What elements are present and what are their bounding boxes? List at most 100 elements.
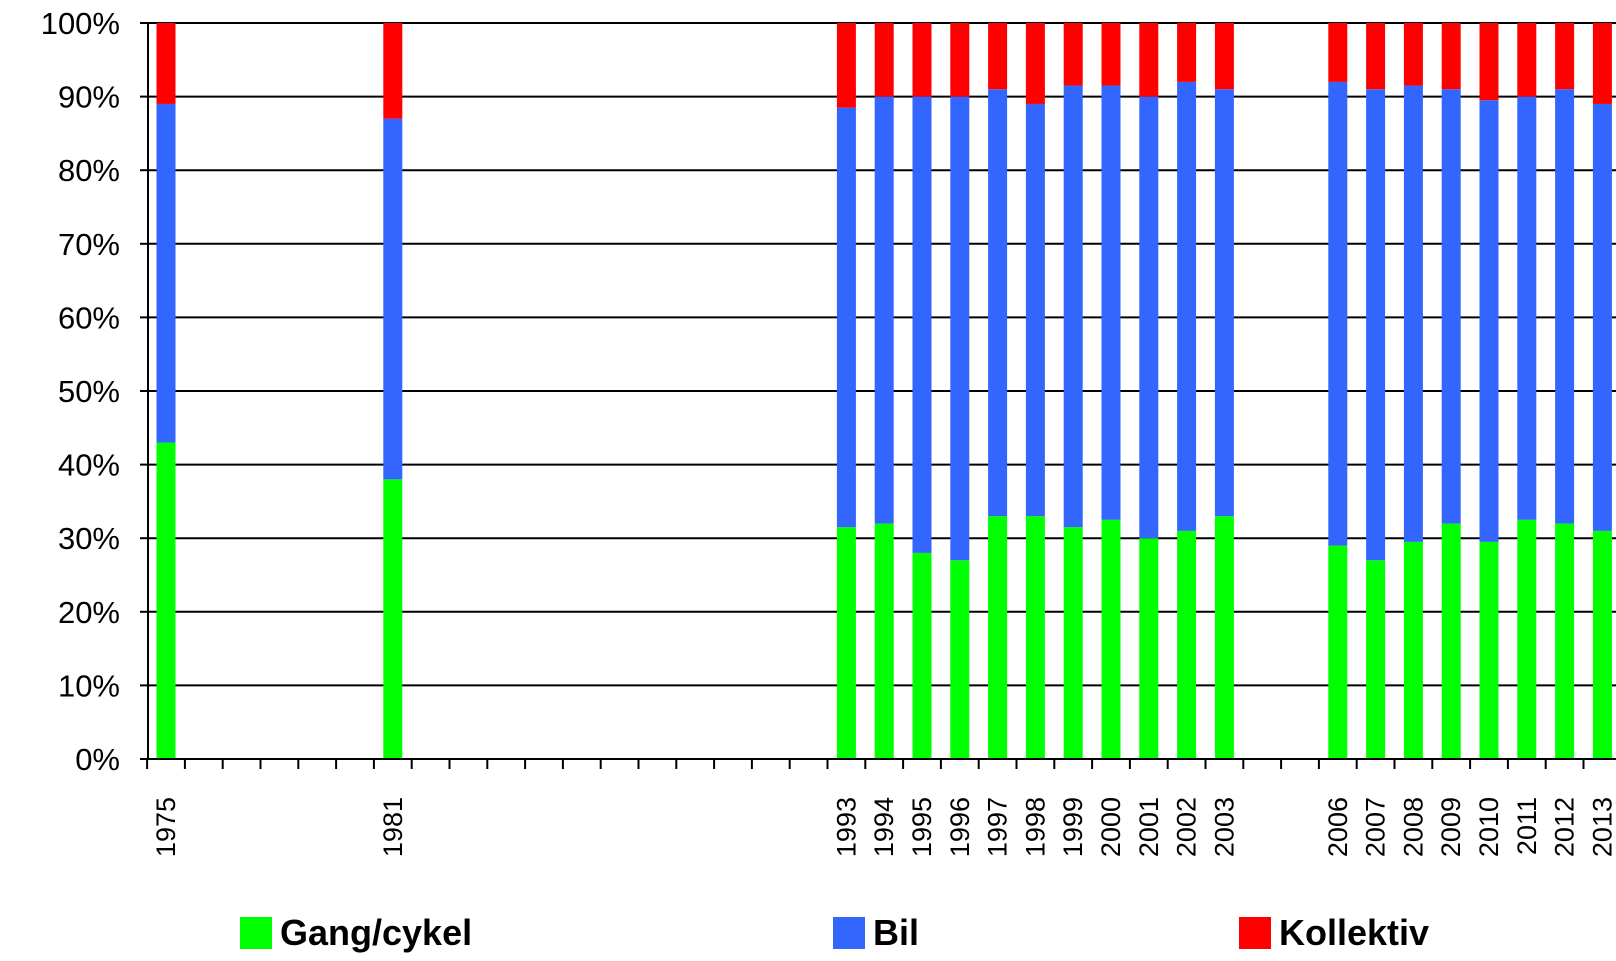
- x-tick-label: 1995: [907, 797, 937, 857]
- bar-segment: [1025, 516, 1045, 759]
- bar-segment: [912, 23, 932, 97]
- y-tick-label: 0%: [75, 742, 120, 777]
- x-tick-label: 2007: [1361, 797, 1391, 857]
- bar-segment: [1328, 23, 1348, 82]
- legend-swatch-gang-cykel: [240, 917, 272, 949]
- bar-segment: [1177, 81, 1197, 531]
- bar-segment: [1555, 23, 1575, 90]
- bar-segment: [1403, 85, 1423, 542]
- legend-swatch-kollektiv: [1239, 917, 1271, 949]
- bar-segment: [1101, 85, 1121, 520]
- legend: Gang/cykel Bil Kollektiv: [0, 912, 1616, 961]
- legend-item-kollektiv: Kollektiv: [1239, 912, 1429, 954]
- bar-segment: [836, 107, 856, 528]
- x-tick-label: 1975: [151, 797, 181, 857]
- x-tick-labels: 1975 1981 1993 1994 1995 1996 1997 1998 1999 2000…: [151, 797, 1616, 857]
- bar-segment: [1139, 23, 1159, 97]
- bar-segment: [988, 516, 1008, 759]
- x-tick-label: 2002: [1172, 797, 1202, 857]
- x-tick-label: 2013: [1587, 797, 1616, 857]
- bar-segment: [1366, 23, 1386, 90]
- bar-segment: [1177, 23, 1197, 82]
- x-tick-label: 1993: [831, 797, 861, 857]
- bar-segment: [874, 523, 894, 759]
- y-tick-label: 30%: [58, 521, 120, 556]
- bar-segment: [1441, 23, 1461, 90]
- y-tick-label: 100%: [41, 6, 120, 41]
- bar-segment: [1555, 89, 1575, 524]
- bar-segment: [836, 527, 856, 759]
- x-tick-label: 2010: [1474, 797, 1504, 857]
- bar-segment: [383, 118, 403, 480]
- bar-segment: [1517, 23, 1537, 97]
- legend-label-bil: Bil: [873, 912, 920, 953]
- bar-segment: [1214, 516, 1234, 759]
- legend-item-bil: Bil: [833, 912, 919, 954]
- x-tick-label: 1996: [945, 797, 975, 857]
- x-tick-label: 1999: [1058, 797, 1088, 857]
- bar-segment: [874, 96, 894, 524]
- bar-segment: [912, 552, 932, 759]
- bar-segment: [874, 23, 894, 97]
- bar-segment: [156, 23, 176, 104]
- x-tick-label: 2003: [1209, 797, 1239, 857]
- x-tick-label: 2000: [1096, 797, 1126, 857]
- bar-segment: [1101, 519, 1121, 759]
- x-tick-label: 2012: [1550, 797, 1580, 857]
- bar-segment: [950, 560, 970, 759]
- x-tick-label: 2009: [1436, 797, 1466, 857]
- bar-segment: [950, 23, 970, 97]
- bar-segment: [383, 23, 403, 119]
- x-tick-label: 2008: [1398, 797, 1428, 857]
- x-tick-label: 1997: [983, 797, 1013, 857]
- y-tick-label: 50%: [58, 374, 120, 409]
- bar-segment: [156, 442, 176, 759]
- bar-segment: [1592, 23, 1612, 104]
- bar-segment: [1366, 89, 1386, 561]
- bar-segment: [1328, 545, 1348, 759]
- y-tick-label: 80%: [58, 153, 120, 188]
- bar-segment: [1063, 527, 1083, 759]
- bar-segment: [1025, 103, 1045, 517]
- bar-segment: [1139, 538, 1159, 759]
- y-tick-label: 60%: [58, 300, 120, 335]
- bar-segment: [988, 89, 1008, 517]
- x-tick-label: 2011: [1512, 797, 1542, 855]
- bar-segment: [1063, 85, 1083, 528]
- bar-segment: [1403, 23, 1423, 86]
- bar-segment: [1214, 23, 1234, 90]
- axes: [140, 22, 1616, 769]
- bar-segment: [1403, 541, 1423, 759]
- legend-label-gang-cykel: Gang/cykel: [280, 912, 473, 953]
- bar-segment: [1517, 96, 1537, 520]
- y-tick-label: 40%: [58, 448, 120, 483]
- bar-segment: [1328, 81, 1348, 546]
- y-tick-labels: 0% 10% 20% 30% 40% 50% 60% 70% 80% 90% 100%: [41, 6, 120, 777]
- legend-label-kollektiv: Kollektiv: [1279, 912, 1430, 953]
- bar-segment: [1441, 89, 1461, 524]
- x-tick-label: 1998: [1020, 797, 1050, 857]
- bar-segment: [383, 479, 403, 759]
- bar-segment: [836, 23, 856, 108]
- bar-segment: [1063, 23, 1083, 86]
- bar-segment: [1101, 23, 1121, 86]
- bar-segment: [1592, 103, 1612, 531]
- bars: [156, 23, 1612, 759]
- y-tick-label: 70%: [58, 227, 120, 262]
- bar-segment: [1479, 100, 1499, 542]
- y-tick-label: 20%: [58, 595, 120, 630]
- y-tick-label: 10%: [58, 668, 120, 703]
- x-tick-label: 2001: [1134, 797, 1164, 857]
- bar-segment: [988, 23, 1008, 90]
- x-tick-label: 2006: [1323, 797, 1353, 857]
- bar-segment: [1441, 523, 1461, 759]
- bar-segment: [1177, 530, 1197, 759]
- legend-item-gang-cykel: Gang/cykel: [240, 912, 472, 954]
- bar-segment: [912, 96, 932, 553]
- bar-segment: [1366, 560, 1386, 759]
- bar-segment: [1479, 541, 1499, 759]
- legend-swatch-bil: [833, 917, 865, 949]
- bar-segment: [1479, 23, 1499, 101]
- bar-segment: [1517, 519, 1537, 759]
